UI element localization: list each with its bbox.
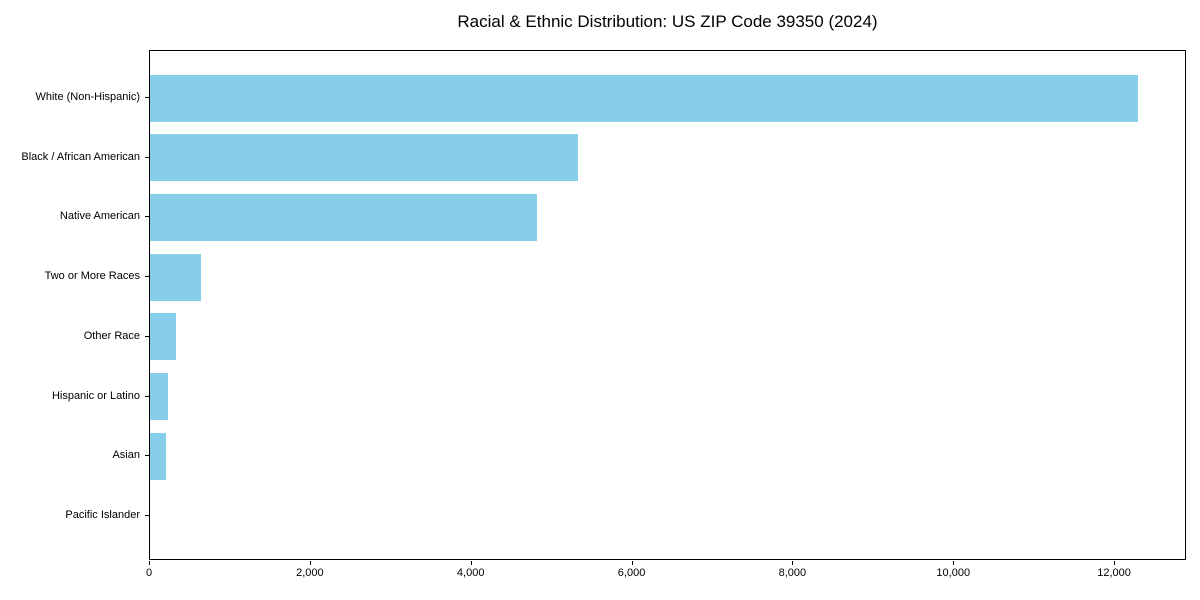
bar-black-african-american	[150, 134, 578, 182]
x-tick	[792, 561, 794, 565]
x-tick	[631, 561, 633, 565]
bar-asian	[150, 432, 167, 480]
y-tick	[145, 276, 149, 278]
y-tick	[145, 156, 149, 158]
category-label-other-race: Other Race	[83, 329, 140, 342]
category-label-asian: Asian	[112, 449, 140, 462]
chart-title: Racial & Ethnic Distribution: US ZIP Cod…	[457, 12, 878, 31]
y-tick	[145, 97, 149, 98]
x-tick	[1114, 561, 1116, 565]
y-tick	[145, 514, 149, 516]
bar-two-or-more-races	[150, 253, 201, 301]
x-tick	[953, 561, 955, 565]
bar-native-american	[150, 193, 537, 241]
x-tick-label-4000: 4,000	[456, 567, 485, 579]
x-tick	[149, 561, 150, 565]
bar-hispanic-or-latino	[150, 373, 169, 421]
y-tick	[145, 395, 149, 397]
x-tick-label-8000: 8,000	[778, 567, 807, 579]
x-tick	[309, 561, 311, 565]
category-label-native-american: Native American	[59, 210, 140, 223]
category-label-white-non-hispanic: White (Non-Hispanic)	[35, 91, 140, 103]
x-tick-label-2000: 2,000	[296, 567, 324, 579]
y-tick	[145, 335, 149, 337]
x-tick-label-6000: 6,000	[617, 567, 646, 579]
category-label-hispanic-or-latino: Hispanic or Latino	[51, 389, 140, 402]
x-tick-label-10000: 10,000	[936, 567, 971, 579]
bar-other-race	[150, 313, 176, 361]
x-tick	[470, 561, 472, 565]
plot-area	[149, 50, 1186, 560]
y-tick	[145, 216, 149, 218]
y-tick	[145, 455, 149, 457]
category-label-two-or-more-races: Two or More Races	[44, 270, 140, 283]
category-label-pacific-islander: Pacific Islander	[65, 508, 140, 521]
bar-white-non-hispanic	[150, 74, 1138, 122]
x-tick-label-12000: 12,000	[1097, 567, 1131, 579]
category-label-black-african-american: Black / African American	[21, 150, 140, 163]
x-tick-label-0: 0	[145, 567, 153, 579]
